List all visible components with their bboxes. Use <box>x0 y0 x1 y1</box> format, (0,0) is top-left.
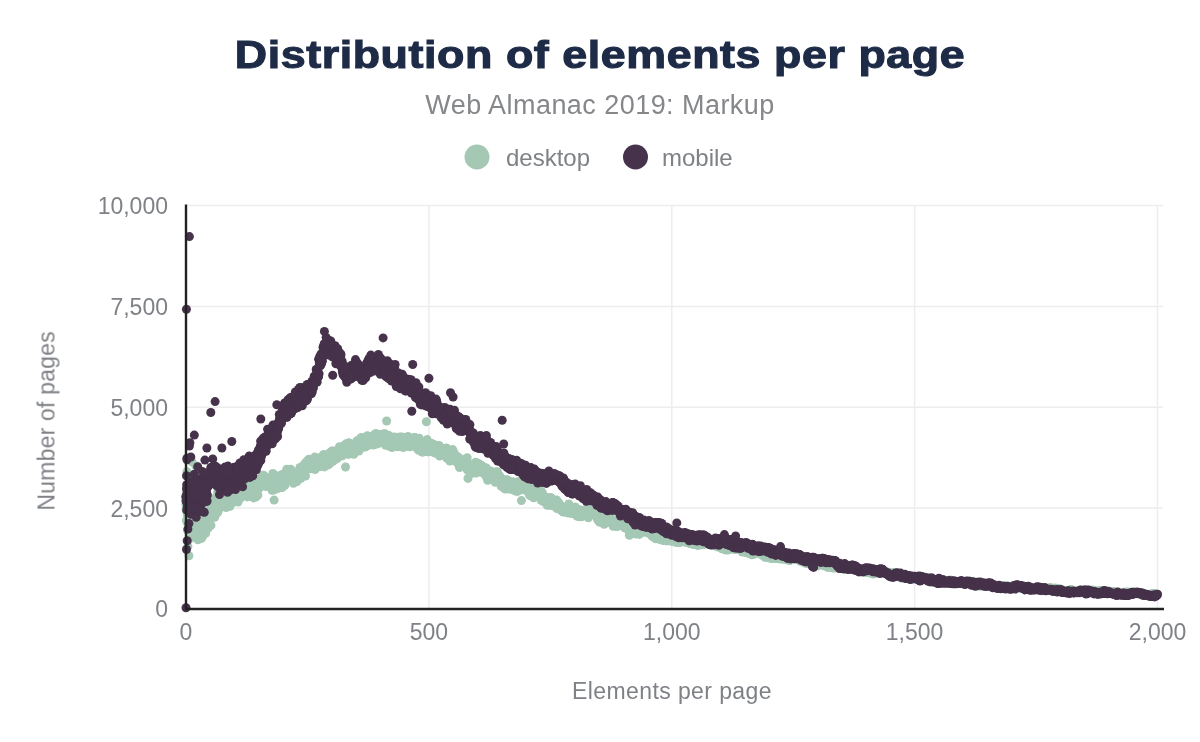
svg-text:mobile: mobile <box>662 144 733 171</box>
svg-text:2,000: 2,000 <box>1129 619 1187 645</box>
svg-text:Distribution of elements per p: Distribution of elements per page <box>235 33 965 76</box>
svg-text:Elements per page: Elements per page <box>572 678 772 704</box>
svg-text:0: 0 <box>155 596 168 622</box>
svg-text:2,500: 2,500 <box>110 496 168 522</box>
svg-text:desktop: desktop <box>506 144 590 171</box>
svg-text:10,000: 10,000 <box>98 193 168 219</box>
svg-text:Number of pages: Number of pages <box>34 331 60 510</box>
svg-text:Web Almanac 2019: Markup: Web Almanac 2019: Markup <box>425 90 775 120</box>
svg-text:5,000: 5,000 <box>110 395 168 421</box>
svg-text:1,000: 1,000 <box>643 619 701 645</box>
svg-text:1,500: 1,500 <box>886 619 944 645</box>
svg-text:500: 500 <box>410 619 448 645</box>
svg-text:0: 0 <box>180 619 193 645</box>
svg-text:7,500: 7,500 <box>110 294 168 320</box>
